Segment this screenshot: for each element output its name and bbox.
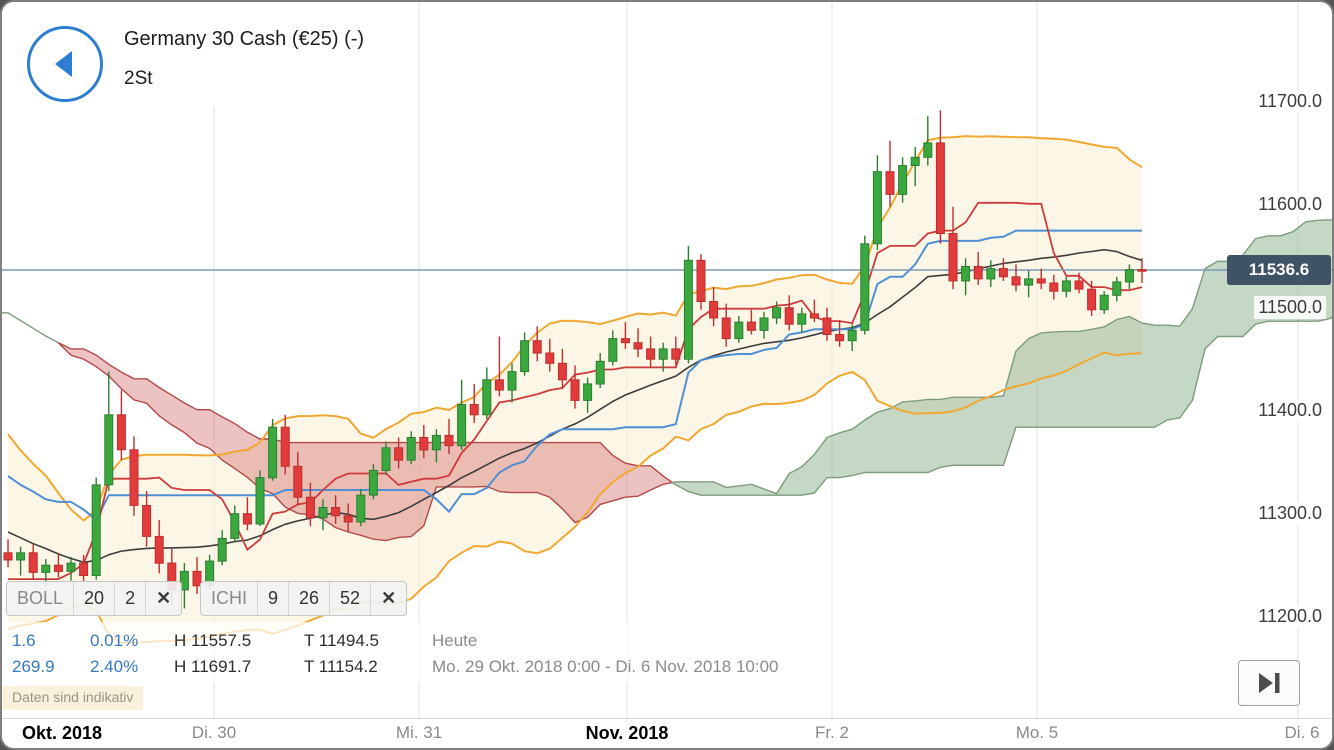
close-icon: ✕: [381, 588, 397, 608]
remove-indicator-button[interactable]: ✕: [370, 582, 406, 615]
indicator-param[interactable]: 52: [329, 582, 370, 615]
indicator-name: BOLL: [17, 588, 64, 608]
current-price-badge: 11536.6: [1227, 255, 1331, 285]
session-high: H 11557.5: [174, 631, 252, 650]
stats-row-period: 269.9 2.40% H 11691.7 T 11154.2 Mo. 29 O…: [12, 654, 802, 680]
indicator-chip-boll: BOLL 20 2 ✕: [6, 581, 183, 616]
change-points: 269.9: [12, 657, 55, 676]
change-percent: 2.40%: [90, 657, 139, 676]
period-high: H 11691.7: [174, 657, 252, 676]
indicator-param[interactable]: 20: [73, 582, 114, 615]
time-axis-label: Okt. 2018: [21, 723, 103, 743]
change-percent: 0.01%: [90, 631, 139, 650]
indicator-param[interactable]: 26: [288, 582, 329, 615]
time-axis: Okt. 2018 Di. 30 Mi. 31 Nov. 2018 Fr. 2 Mo. 5…: [2, 718, 1332, 748]
indicator-name: ICHI: [211, 588, 247, 608]
period-range: Mo. 29 Okt. 2018 0:00 - Di. 6 Nov. 2018 …: [432, 657, 779, 676]
indicator-chip-ichi: ICHI 9 26 52 ✕: [200, 581, 408, 616]
time-axis-label: Mo. 5: [1015, 723, 1059, 742]
jump-to-latest-button[interactable]: [1238, 660, 1300, 706]
instrument-header: Germany 30 Cash (€25) (-) 2St: [2, 2, 364, 106]
close-icon: ✕: [156, 588, 172, 608]
back-arrow-icon: [55, 51, 72, 77]
indicator-param[interactable]: 2: [114, 582, 145, 615]
stats-row-today: 1.6 0.01% H 11557.5 T 11494.5 Heute: [12, 628, 802, 654]
period-low: T 11154.2: [304, 657, 378, 676]
stats-panel: 1.6 0.01% H 11557.5 T 11494.5 Heute 269.…: [2, 622, 802, 684]
change-points: 1.6: [12, 631, 36, 650]
time-axis-label: Di. 30: [191, 723, 237, 742]
instrument-title: Germany 30 Cash (€25) (-): [124, 28, 365, 50]
period-label: Heute: [432, 631, 478, 650]
time-axis-label: Di. 6: [1284, 723, 1320, 742]
session-low: T 11494.5: [304, 631, 379, 650]
timeframe-label: 2St: [124, 68, 153, 89]
indicator-param[interactable]: 9: [257, 582, 288, 615]
remove-indicator-button[interactable]: ✕: [145, 582, 181, 615]
time-axis-label: Mi. 31: [395, 723, 443, 742]
time-axis-label: Fr. 2: [814, 723, 850, 742]
data-disclaimer: Daten sind indikativ: [2, 686, 144, 710]
skip-to-end-icon: [1259, 673, 1280, 693]
time-axis-label: Nov. 2018: [585, 723, 669, 743]
back-button[interactable]: [27, 26, 103, 102]
